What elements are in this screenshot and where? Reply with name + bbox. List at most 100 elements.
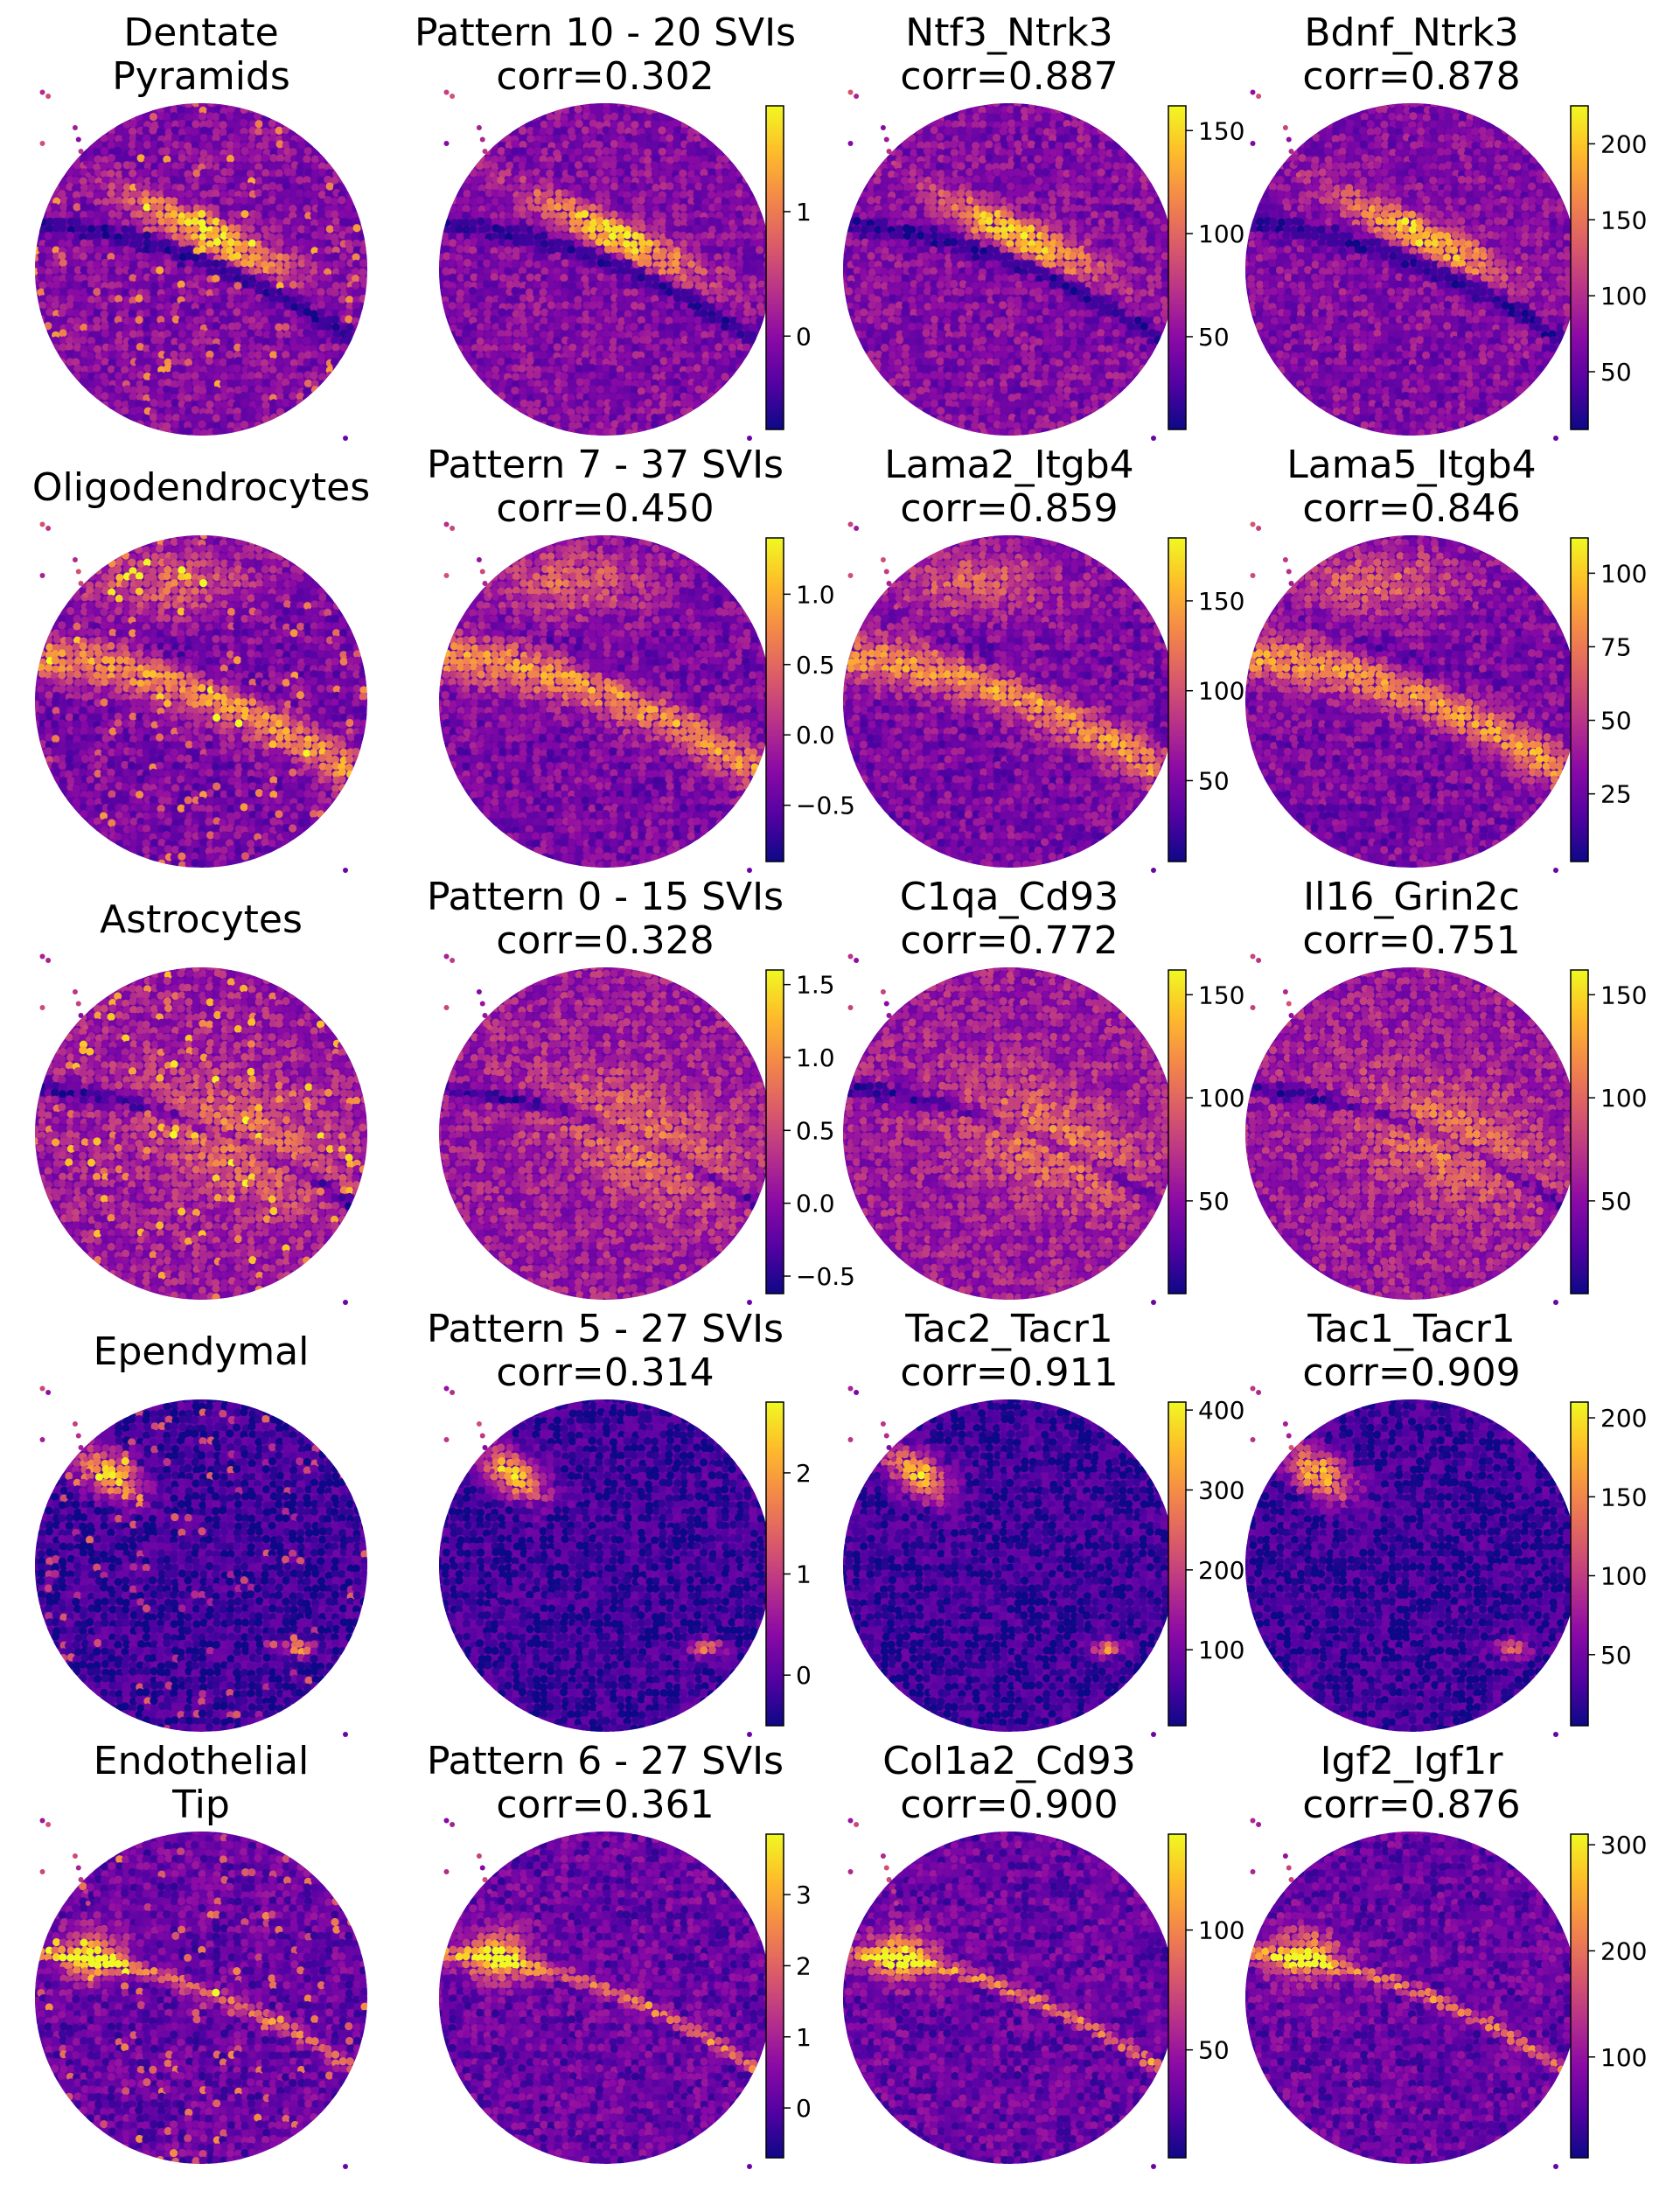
panel-title-line: Tac2_Tacr1 <box>904 1307 1113 1351</box>
colorbar: −0.5 0.0 0.5 1.0 <box>765 537 855 862</box>
colorbar-gradient <box>1168 1833 1187 2159</box>
outlier-spot <box>487 592 492 598</box>
outlier-spot <box>443 89 450 95</box>
colorbar-tick-label: 2 <box>796 1951 812 1980</box>
panel-title-line: Oligodendrocytes <box>32 465 370 510</box>
panel-title-line: Bdnf_Ntrk3 <box>1304 10 1518 55</box>
outlier-spot <box>880 125 886 130</box>
outlier-spot <box>1553 436 1558 441</box>
outlier-spot <box>85 172 91 178</box>
outlier-spot <box>1295 1469 1301 1474</box>
outlier-spot <box>886 1013 892 1018</box>
outlier-spot <box>1288 1013 1294 1018</box>
outlier-spot <box>1288 149 1294 154</box>
colorbar-tick-label: 50 <box>1600 1641 1632 1670</box>
colorbar-gradient <box>1570 1401 1589 1727</box>
outlier-spot <box>1250 1005 1256 1010</box>
colorbar-tick-label: 100 <box>1600 1562 1647 1591</box>
panel-title-line: corr=0.450 <box>496 486 714 531</box>
colorbar-tick-label: 0.5 <box>796 1116 835 1145</box>
outlier-spot <box>1295 172 1301 178</box>
panel-title-line: Pattern 5 - 27 SVIs <box>427 1307 784 1351</box>
outlier-spot <box>72 1853 78 1859</box>
panel-title-line: corr=0.859 <box>900 486 1118 531</box>
colorbar: 50 100 150 <box>1168 969 1244 1294</box>
colorbar-tick-label: 150 <box>1600 206 1647 234</box>
colorbar-tick-label: 50 <box>1600 1187 1632 1216</box>
colorbar-tick-label: 100 <box>1600 2043 1647 2072</box>
colorbar-tick-label: −0.5 <box>796 792 855 820</box>
outlier-spot <box>75 1001 81 1007</box>
colorbar-gradient <box>765 537 784 862</box>
colorbar: 50 100 150 <box>1168 105 1244 430</box>
colorbar-tick-label: 200 <box>1198 1556 1244 1585</box>
outlier-spot <box>893 172 899 178</box>
outlier-spot <box>450 1822 456 1827</box>
panel-title-line: Endothelial <box>94 1739 309 1783</box>
outlier-spot <box>880 989 886 994</box>
outlier-spot <box>443 1385 450 1392</box>
colorbar-gradient <box>1168 105 1187 430</box>
outlier-spot <box>1553 1732 1558 1737</box>
colorbar: −0.5 0.0 0.5 1.0 1.5 <box>765 969 855 1294</box>
spot-scatter <box>439 103 771 436</box>
outlier-spot <box>479 136 485 143</box>
spot-scatter <box>35 103 367 436</box>
panel-title-line: corr=0.302 <box>496 54 714 99</box>
outlier-spot <box>880 557 886 562</box>
outlier-spot <box>847 521 854 527</box>
outlier-spot <box>854 1822 860 1827</box>
colorbar-tick-label: 25 <box>1600 780 1632 809</box>
outlier-spot <box>1286 1433 1292 1439</box>
outlier-spot <box>489 604 495 610</box>
outlier-spot <box>847 1818 854 1824</box>
outlier-spot <box>1250 953 1256 959</box>
outlier-spot <box>891 592 896 598</box>
outlier-spot <box>847 573 854 578</box>
panel-2-0: Astrocytes <box>35 897 367 1305</box>
colorbar-gradient <box>765 969 784 1294</box>
outlier-spot <box>747 1732 752 1737</box>
spot-scatter <box>35 967 367 1300</box>
outlier-spot <box>1293 160 1299 166</box>
colorbar-tick-label: 100 <box>1198 677 1244 706</box>
outlier-spot <box>343 868 348 873</box>
outlier-spot <box>1151 436 1156 441</box>
colorbar-gradient <box>1168 969 1187 1294</box>
colorbar: 01 <box>765 105 812 430</box>
outlier-spot <box>450 1390 456 1395</box>
colorbar: 100 200 300 400 <box>1168 1396 1244 1727</box>
spot-scatter <box>1245 1399 1578 1732</box>
outlier-spot <box>482 1445 488 1450</box>
outlier-spot <box>883 1865 889 1871</box>
outlier-spot <box>847 1005 854 1010</box>
outlier-spot <box>85 1901 91 1906</box>
outlier-spot <box>1256 1822 1262 1827</box>
colorbar-tick-label: 50 <box>1600 707 1632 736</box>
outlier-spot <box>1282 1421 1288 1427</box>
colorbar-tick-label: 100 <box>1600 1084 1647 1113</box>
outlier-spot <box>847 1437 854 1442</box>
colorbar-tick-label: 150 <box>1198 980 1244 1009</box>
outlier-spot <box>886 581 892 586</box>
outlier-spot <box>476 1421 482 1427</box>
outlier-spot <box>83 1024 88 1030</box>
outlier-spot <box>45 1390 52 1395</box>
outlier-spot <box>1553 868 1558 873</box>
outlier-spot <box>83 160 88 166</box>
spot-scatter <box>1245 103 1578 436</box>
outlier-spot <box>39 1869 45 1874</box>
outlier-spot <box>45 94 52 99</box>
panel-title-line: corr=0.328 <box>496 918 714 963</box>
outlier-spot <box>1256 958 1262 963</box>
outlier-spot <box>489 1901 495 1906</box>
outlier-spot <box>476 557 482 562</box>
outlier-spot <box>487 1888 492 1894</box>
outlier-spot <box>893 604 899 610</box>
